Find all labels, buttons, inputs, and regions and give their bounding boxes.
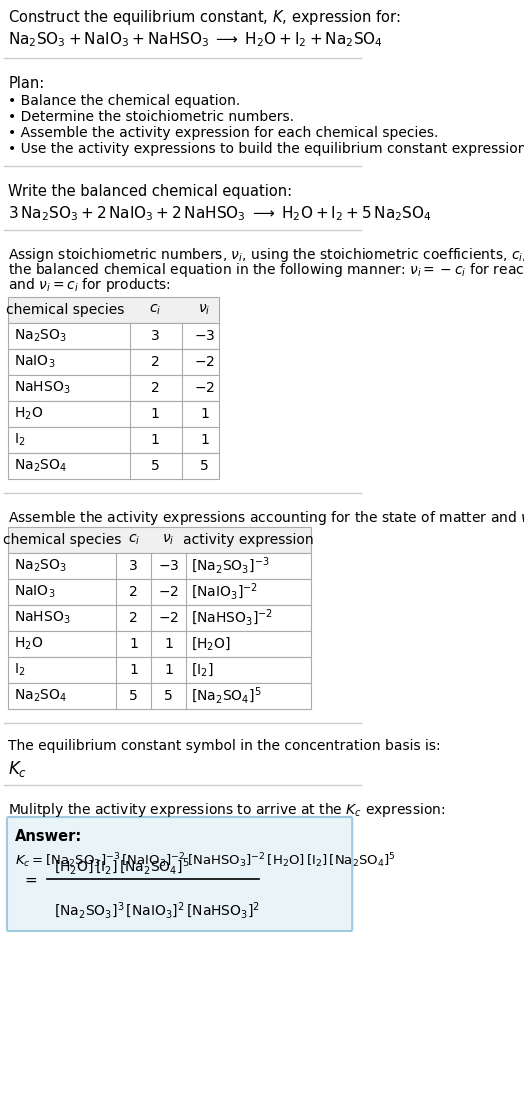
Text: $[\mathrm{Na_2SO_4}]^5$: $[\mathrm{Na_2SO_4}]^5$ [191, 686, 262, 706]
Text: $-2$: $-2$ [158, 611, 179, 625]
Text: chemical species: chemical species [3, 533, 121, 547]
Bar [8, 631, 311, 657]
Text: $[\mathrm{Na_2SO_3}]^{-3}$: $[\mathrm{Na_2SO_3}]^{-3}$ [191, 556, 270, 576]
Text: $\mathrm{Na_2SO_3}$: $\mathrm{Na_2SO_3}$ [14, 328, 67, 345]
Text: Write the balanced chemical equation:: Write the balanced chemical equation: [8, 184, 292, 199]
Text: Assemble the activity expressions accounting for the state of matter and $\nu_i$: Assemble the activity expressions accoun… [8, 509, 524, 527]
Text: $\mathrm{Na_2SO_3}$: $\mathrm{Na_2SO_3}$ [14, 558, 67, 575]
Text: 3: 3 [151, 329, 160, 344]
Text: $\mathrm{NaHSO_3}$: $\mathrm{NaHSO_3}$ [14, 610, 71, 626]
Bar [8, 579, 311, 606]
Text: $\mathrm{I_2}$: $\mathrm{I_2}$ [14, 662, 25, 678]
Text: $=$: $=$ [23, 872, 38, 886]
Text: Answer:: Answer: [15, 829, 83, 844]
Text: 1: 1 [200, 433, 209, 447]
Bar [8, 527, 311, 553]
Bar [8, 349, 219, 375]
Bar [8, 453, 219, 479]
Text: Plan:: Plan: [8, 76, 45, 91]
Text: $\mathrm{NaHSO_3}$: $\mathrm{NaHSO_3}$ [14, 380, 71, 396]
Text: $K_c$: $K_c$ [8, 759, 27, 780]
Bar [8, 553, 311, 579]
Text: 5: 5 [129, 689, 138, 704]
Text: $\nu_i$: $\nu_i$ [162, 533, 174, 547]
Text: $\mathrm{H_2O}$: $\mathrm{H_2O}$ [14, 406, 43, 422]
Text: chemical species: chemical species [6, 303, 124, 317]
Text: $-3$: $-3$ [194, 329, 215, 344]
Text: 5: 5 [164, 689, 173, 704]
Text: • Assemble the activity expression for each chemical species.: • Assemble the activity expression for e… [8, 126, 439, 140]
Text: 5: 5 [200, 459, 209, 473]
Text: $K_c = [\mathrm{Na_2SO_3}]^{-3}\, [\mathrm{NaIO_3}]^{-2}\, [\mathrm{NaHSO_3}]^{-: $K_c = [\mathrm{Na_2SO_3}]^{-3}\, [\math… [15, 851, 396, 870]
Text: $[\mathrm{I_2}]$: $[\mathrm{I_2}]$ [191, 662, 214, 678]
Text: $[\mathrm{NaIO_3}]^{-2}$: $[\mathrm{NaIO_3}]^{-2}$ [191, 581, 258, 602]
FancyBboxPatch shape [7, 817, 352, 931]
Text: $c_i$: $c_i$ [127, 533, 140, 547]
Text: $[\mathrm{Na_2SO_3}]^3\, [\mathrm{NaIO_3}]^2\, [\mathrm{NaHSO_3}]^2$: $[\mathrm{Na_2SO_3}]^3\, [\mathrm{NaIO_3… [53, 901, 260, 922]
Text: $-2$: $-2$ [158, 585, 179, 599]
Text: $\nu_i$: $\nu_i$ [199, 303, 211, 317]
Text: $\mathrm{NaIO_3}$: $\mathrm{NaIO_3}$ [14, 584, 56, 600]
Text: 1: 1 [151, 433, 160, 447]
Text: $\mathrm{NaIO_3}$: $\mathrm{NaIO_3}$ [14, 353, 56, 370]
Text: $\mathrm{Na_2SO_4}$: $\mathrm{Na_2SO_4}$ [14, 458, 67, 475]
Text: and $\nu_i = c_i$ for products:: and $\nu_i = c_i$ for products: [8, 276, 171, 294]
Text: 3: 3 [129, 559, 138, 573]
Text: 2: 2 [129, 585, 138, 599]
Bar [8, 427, 219, 453]
Bar [8, 323, 219, 349]
Bar [8, 297, 219, 323]
Text: 1: 1 [129, 663, 138, 677]
Bar [8, 683, 311, 709]
Text: $[\mathrm{H_2O}]\, [\mathrm{I_2}]\, [\mathrm{Na_2SO_4}]^5$: $[\mathrm{H_2O}]\, [\mathrm{I_2}]\, [\ma… [53, 857, 189, 877]
Text: $[\mathrm{NaHSO_3}]^{-2}$: $[\mathrm{NaHSO_3}]^{-2}$ [191, 608, 274, 629]
Text: 1: 1 [129, 637, 138, 651]
Text: Construct the equilibrium constant, $K$, expression for:: Construct the equilibrium constant, $K$,… [8, 8, 401, 28]
Text: Assign stoichiometric numbers, $\nu_i$, using the stoichiometric coefficients, $: Assign stoichiometric numbers, $\nu_i$, … [8, 246, 524, 264]
Text: $\mathrm{Na_2SO_3 + NaIO_3 + NaHSO_3 \;\longrightarrow\; H_2O + I_2 + Na_2SO_4}$: $\mathrm{Na_2SO_3 + NaIO_3 + NaHSO_3 \;\… [8, 30, 384, 48]
Bar [8, 401, 219, 427]
Text: • Use the activity expressions to build the equilibrium constant expression.: • Use the activity expressions to build … [8, 142, 524, 156]
Text: $c_i$: $c_i$ [149, 303, 161, 317]
Text: 1: 1 [151, 407, 160, 421]
Text: $-2$: $-2$ [194, 381, 215, 395]
Bar [8, 657, 311, 683]
Text: • Balance the chemical equation.: • Balance the chemical equation. [8, 94, 241, 108]
Text: $-2$: $-2$ [194, 355, 215, 369]
Text: $\mathrm{3\, Na_2SO_3 + 2\, NaIO_3 + 2\, NaHSO_3 \;\longrightarrow\; H_2O + I_2 : $\mathrm{3\, Na_2SO_3 + 2\, NaIO_3 + 2\,… [8, 204, 432, 222]
Text: the balanced chemical equation in the following manner: $\nu_i = -c_i$ for react: the balanced chemical equation in the fo… [8, 261, 524, 279]
Text: 2: 2 [129, 611, 138, 625]
Text: $\mathrm{I_2}$: $\mathrm{I_2}$ [14, 432, 25, 448]
Bar [8, 606, 311, 631]
Bar [8, 375, 219, 401]
Text: $-3$: $-3$ [158, 559, 179, 573]
Text: activity expression: activity expression [183, 533, 314, 547]
Text: 1: 1 [164, 637, 173, 651]
Text: Mulitply the activity expressions to arrive at the $K_c$ expression:: Mulitply the activity expressions to arr… [8, 802, 446, 819]
Text: $\mathrm{Na_2SO_4}$: $\mathrm{Na_2SO_4}$ [14, 688, 67, 705]
Text: The equilibrium constant symbol in the concentration basis is:: The equilibrium constant symbol in the c… [8, 739, 441, 753]
Text: • Determine the stoichiometric numbers.: • Determine the stoichiometric numbers. [8, 110, 294, 124]
Text: $[\mathrm{H_2O}]$: $[\mathrm{H_2O}]$ [191, 635, 231, 653]
Text: 5: 5 [151, 459, 160, 473]
Text: $\mathrm{H_2O}$: $\mathrm{H_2O}$ [14, 635, 43, 652]
Text: 1: 1 [164, 663, 173, 677]
Text: 2: 2 [151, 355, 160, 369]
Text: 2: 2 [151, 381, 160, 395]
Text: 1: 1 [200, 407, 209, 421]
